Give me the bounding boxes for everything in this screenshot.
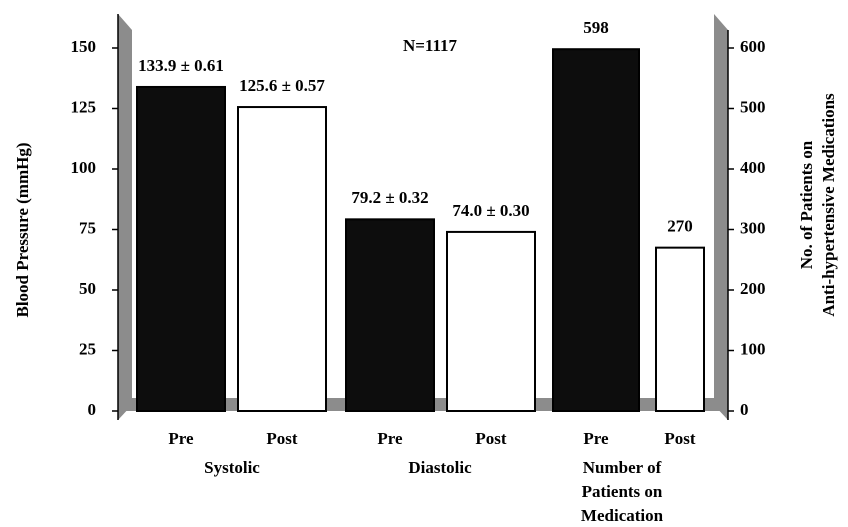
bar xyxy=(237,106,327,412)
right-wall xyxy=(714,14,728,420)
group-label: Diastolic xyxy=(408,458,472,477)
annotation: N=1117 xyxy=(403,36,458,55)
x-tick-label: Post xyxy=(664,429,696,448)
bar xyxy=(446,230,536,412)
value-label: 270 xyxy=(667,217,693,236)
y-tick-label: 75 xyxy=(79,218,96,237)
bar xyxy=(136,85,226,412)
bar xyxy=(655,246,705,412)
y2-axis-label: No. of Patients on xyxy=(797,140,816,269)
y2-tick-label: 300 xyxy=(740,218,766,237)
y-tick-label: 100 xyxy=(71,158,97,177)
x-tick-label: Post xyxy=(266,429,298,448)
value-label: 74.0 ± 0.30 xyxy=(452,201,529,220)
x-tick-label: Pre xyxy=(168,429,194,448)
y2-tick-label: 0 xyxy=(740,400,749,419)
y-tick-label: 150 xyxy=(71,37,97,56)
y2-tick-label: 400 xyxy=(740,158,766,177)
y-tick-label: 50 xyxy=(79,279,96,298)
group-label: Number of Patients on Medication xyxy=(580,458,664,525)
bar xyxy=(345,218,435,412)
x-tick-label: Post xyxy=(475,429,507,448)
y-axis-label: Blood Pressure (mmHg) xyxy=(13,142,32,317)
y2-tick-label: 500 xyxy=(740,97,766,116)
value-label: 125.6 ± 0.57 xyxy=(239,76,325,95)
left-wall xyxy=(118,14,132,420)
x-tick-label: Pre xyxy=(583,429,609,448)
y2-tick-label: 600 xyxy=(740,37,766,56)
y-tick-label: 25 xyxy=(79,339,96,358)
y-tick-label: 125 xyxy=(71,97,97,116)
value-label: 79.2 ± 0.32 xyxy=(351,188,428,207)
value-label: 133.9 ± 0.61 xyxy=(138,56,224,75)
group-label: Systolic xyxy=(204,458,260,477)
y-tick-label: 0 xyxy=(88,400,97,419)
y2-axis-label: Anti-hypertensive Medications xyxy=(819,93,838,317)
x-tick-label: Pre xyxy=(377,429,403,448)
y2-tick-label: 100 xyxy=(740,339,766,358)
y2-tick-label: 200 xyxy=(740,279,766,298)
value-label: 598 xyxy=(583,18,609,37)
bar xyxy=(552,48,640,413)
